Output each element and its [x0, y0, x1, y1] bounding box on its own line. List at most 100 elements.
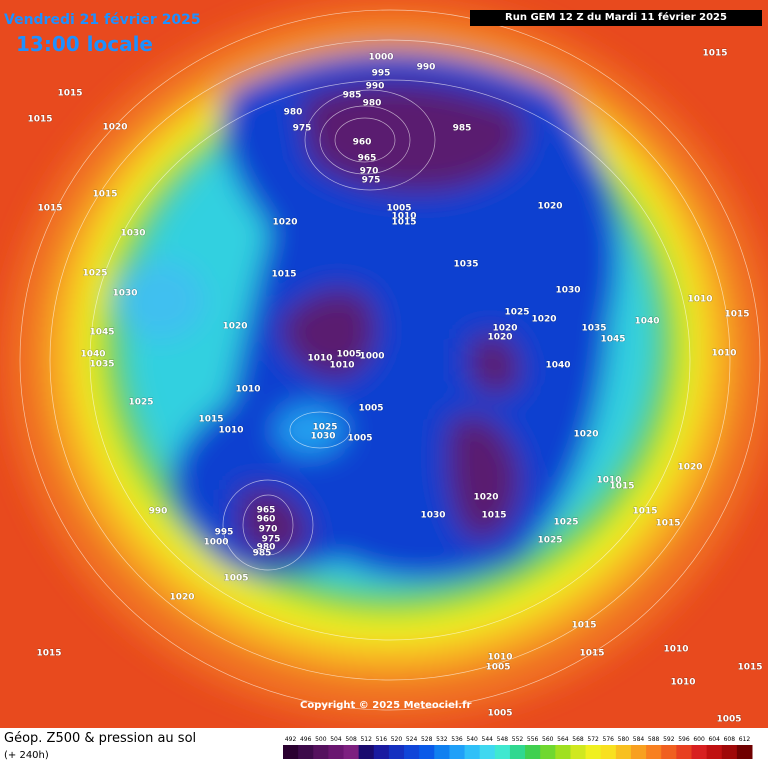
pressure-label: 995 [372, 69, 391, 79]
colorbar-tick-label: 572 [587, 736, 599, 743]
pressure-label: 1020 [487, 333, 512, 343]
pressure-label: 1015 [271, 270, 296, 280]
pressure-label: 970 [360, 167, 379, 177]
geopotential-field [5, 0, 768, 720]
pressure-label: 1005 [336, 350, 361, 360]
pressure-label: 1010 [687, 295, 712, 305]
colorbar-tick-label: 508 [345, 736, 357, 743]
pressure-label: 975 [262, 535, 281, 545]
copyright: Copyright © 2025 Meteociel.fr [300, 700, 472, 711]
pressure-label: 1010 [487, 653, 512, 663]
pressure-label: 965 [257, 506, 276, 516]
pressure-label: 1000 [368, 53, 393, 63]
pressure-label: 990 [417, 63, 436, 73]
colorbar-swatch [509, 745, 526, 759]
colorbar-tick-label: 608 [724, 736, 736, 743]
pressure-label: 985 [453, 124, 472, 134]
colorbar-tick-label: 524 [406, 736, 418, 743]
pressure-label: 970 [259, 525, 278, 535]
pressure-label: 1020 [272, 218, 297, 228]
date-label: Vendredi 21 février 2025 [4, 12, 201, 28]
pressure-label: 1040 [634, 317, 659, 327]
colorbar-tick-label: 564 [557, 736, 569, 743]
pressure-label: 1015 [57, 89, 82, 99]
colorbar-tick-label: 536 [451, 736, 463, 743]
colorbar-tick-label: 584 [633, 736, 645, 743]
colorbar-swatch [661, 745, 677, 759]
pressure-label: 960 [257, 515, 276, 525]
pressure-label: 1020 [537, 202, 562, 212]
pressure-label: 995 [215, 528, 234, 538]
pressure-label: 1035 [581, 324, 606, 334]
colorbar-tick-label: 552 [512, 736, 524, 743]
colorbar-tick-label: 580 [618, 736, 630, 743]
pressure-label: 980 [363, 99, 382, 109]
pressure-label: 1015 [36, 649, 61, 659]
pressure-label: 1015 [27, 115, 52, 125]
colorbar-tick-label: 520 [391, 736, 403, 743]
pressure-label: 1015 [391, 218, 416, 228]
colorbar-swatch [630, 745, 647, 759]
colorbar-tick-label: 560 [542, 736, 554, 743]
pressure-label: 1020 [531, 315, 556, 325]
pressure-label: 1030 [420, 511, 445, 521]
pressure-label: 1015 [571, 621, 596, 631]
colorbar-swatch [283, 745, 299, 759]
pressure-label: 1035 [89, 360, 114, 370]
colorbar-swatch [721, 745, 738, 759]
map: 1015101510151020101510151000995990985980… [0, 0, 768, 728]
colorbar-swatch [736, 745, 753, 759]
colorbar-swatch [464, 745, 481, 759]
pressure-label: 1040 [545, 361, 570, 371]
colorbar-tick-label: 604 [708, 736, 720, 743]
pressure-label: 1015 [37, 204, 62, 214]
colorbar-swatch [328, 745, 345, 759]
colorbar-swatch [313, 745, 329, 759]
pressure-label: 1005 [347, 434, 372, 444]
colorbar-swatch [555, 745, 571, 759]
pressure-label: 1005 [487, 709, 512, 719]
colorbar-swatch [585, 745, 602, 759]
colorbar-tick-label: 592 [663, 736, 675, 743]
pressure-label: 1015 [655, 519, 680, 529]
colorbar-swatch [434, 745, 450, 759]
pressure-label: 980 [257, 543, 276, 553]
colorbar-swatch [691, 745, 708, 759]
pressure-label: 960 [353, 138, 372, 148]
pressure-label: 1005 [358, 404, 383, 414]
pressure-label: 1010 [329, 361, 354, 371]
pressure-label: 1015 [702, 49, 727, 59]
pressure-label: 1025 [128, 398, 153, 408]
colorbar-swatch [404, 745, 420, 759]
time-label: 13:00 locale [16, 32, 153, 56]
colorbar-swatch [525, 745, 541, 759]
pressure-label: 1010 [218, 426, 243, 436]
colorbar-tick-label: 540 [466, 736, 478, 743]
pressure-label: 1025 [537, 536, 562, 546]
pressure-label: 1030 [120, 229, 145, 239]
pressure-label: 1015 [92, 190, 117, 200]
pressure-label: 1020 [573, 430, 598, 440]
run-label: Run GEM 12 Z du Mardi 11 février 2025 [470, 10, 762, 26]
pressure-label: 1010 [663, 645, 688, 655]
pressure-label: 1015 [737, 663, 762, 673]
colorbar-tick-label: 500 [315, 736, 327, 743]
colorbar-tick-label: 504 [330, 736, 342, 743]
colorbar-tick-label: 556 [527, 736, 539, 743]
pressure-label: 1010 [307, 354, 332, 364]
pressure-label: 1020 [102, 123, 127, 133]
colorbar-tick-label: 528 [421, 736, 433, 743]
pressure-label: 1015 [609, 482, 634, 492]
pressure-label: 1000 [203, 538, 228, 548]
colorbar: 492 496 500 504 508 512 516 520 524 528 532 536 540 5… [283, 736, 753, 759]
pressure-label: 1045 [600, 335, 625, 345]
pressure-label: 1030 [310, 432, 335, 442]
colorbar-swatch [479, 745, 496, 759]
footer-title: Géop. Z500 & pression au sol [4, 731, 197, 746]
footer-lead: (+ 240h) [4, 750, 49, 761]
colorbar-tick-label: 532 [436, 736, 448, 743]
isobars [19, 9, 761, 711]
colorbar-swatch [615, 745, 632, 759]
colorbar-tick-label: 576 [603, 736, 615, 743]
